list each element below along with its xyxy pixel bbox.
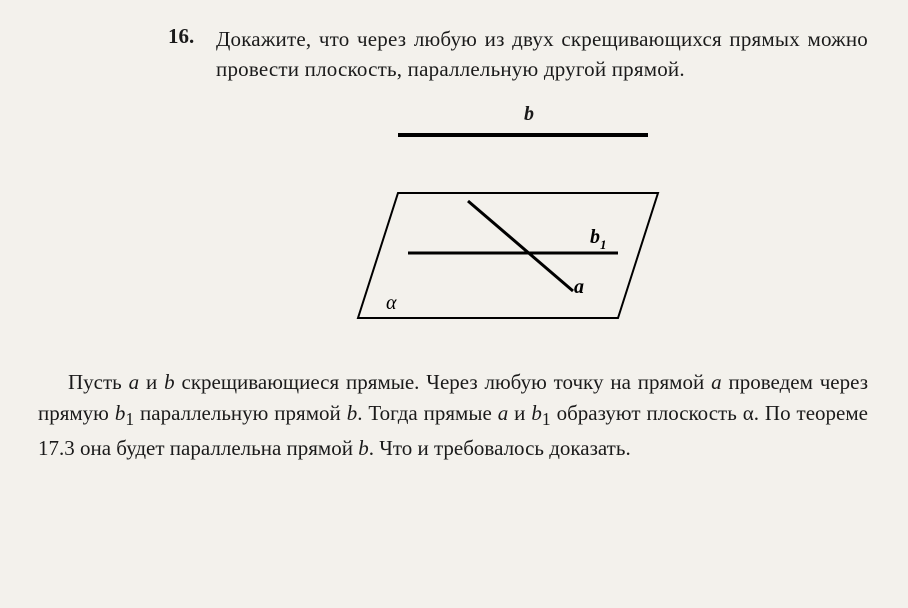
label-a: a <box>574 276 584 298</box>
label-b1: b1 <box>590 226 607 252</box>
problem-statement: Докажите, что через любую из двух скрещи… <box>216 24 868 85</box>
problem-block: 16. Докажите, что через любую из двух ск… <box>168 24 868 85</box>
plane-svg: b1 a α <box>338 173 698 343</box>
figure-wrapper: b b1 a α <box>168 103 868 343</box>
geometry-figure: b b1 a α <box>338 103 698 343</box>
problem-number: 16. <box>168 24 202 49</box>
solution-text: Пусть a и b скрещивающиеся прямые. Через… <box>38 367 868 464</box>
line-a <box>468 201 573 291</box>
solution-block: Пусть a и b скрещивающиеся прямые. Через… <box>38 367 868 464</box>
line-b <box>398 133 648 137</box>
label-b: b <box>524 103 534 126</box>
page: 16. Докажите, что через любую из двух ск… <box>0 0 908 509</box>
label-alpha: α <box>386 292 397 314</box>
plane-outline <box>358 193 658 318</box>
